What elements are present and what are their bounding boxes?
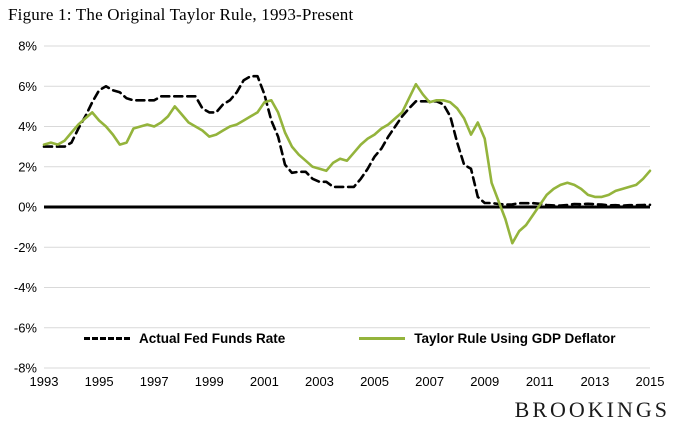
x-tick-label: 1993 (30, 374, 59, 389)
x-tick-label: 2001 (250, 374, 279, 389)
x-tick-label: 1995 (85, 374, 114, 389)
legend-item-actual-fed-funds: Actual Fed Funds Rate (84, 331, 285, 346)
legend: Actual Fed Funds Rate Taylor Rule Using … (84, 331, 616, 346)
y-tick-label: -6% (14, 320, 38, 335)
y-tick-label: 0% (18, 200, 37, 215)
taylor-rule-line (42, 82, 652, 245)
x-tick-label: 2011 (526, 374, 554, 389)
y-tick-label: 8% (18, 39, 37, 54)
x-tick-label: 2015 (636, 374, 665, 389)
x-tick-label: 1999 (195, 374, 224, 389)
y-tick-label: -2% (14, 240, 38, 255)
legend-item-taylor-rule: Taylor Rule Using GDP Deflator (359, 331, 616, 346)
legend-label-taylor-rule: Taylor Rule Using GDP Deflator (414, 331, 616, 346)
x-tick-label: 1997 (140, 374, 169, 389)
x-tick-label: 2005 (360, 374, 389, 389)
y-tick-label: 4% (18, 119, 37, 134)
x-tick-label: 2003 (305, 374, 334, 389)
x-tick-label: 2009 (470, 374, 499, 389)
y-tick-label: 6% (18, 79, 37, 94)
dashed-line-sample-icon (84, 337, 130, 340)
brookings-logo: BROOKINGS (514, 397, 670, 422)
y-tick-label: -8% (14, 361, 38, 376)
x-tick-label: 2013 (580, 374, 609, 389)
actual-fed-funds-rate-line (42, 74, 652, 207)
x-tick-label: 2007 (415, 374, 444, 389)
legend-label-actual-fed-funds: Actual Fed Funds Rate (139, 331, 286, 346)
figure-title: Figure 1: The Original Taylor Rule, 1993… (8, 5, 354, 24)
green-line-sample-icon (359, 337, 406, 340)
y-tick-label: 2% (18, 159, 37, 174)
y-tick-label: -4% (14, 280, 38, 295)
